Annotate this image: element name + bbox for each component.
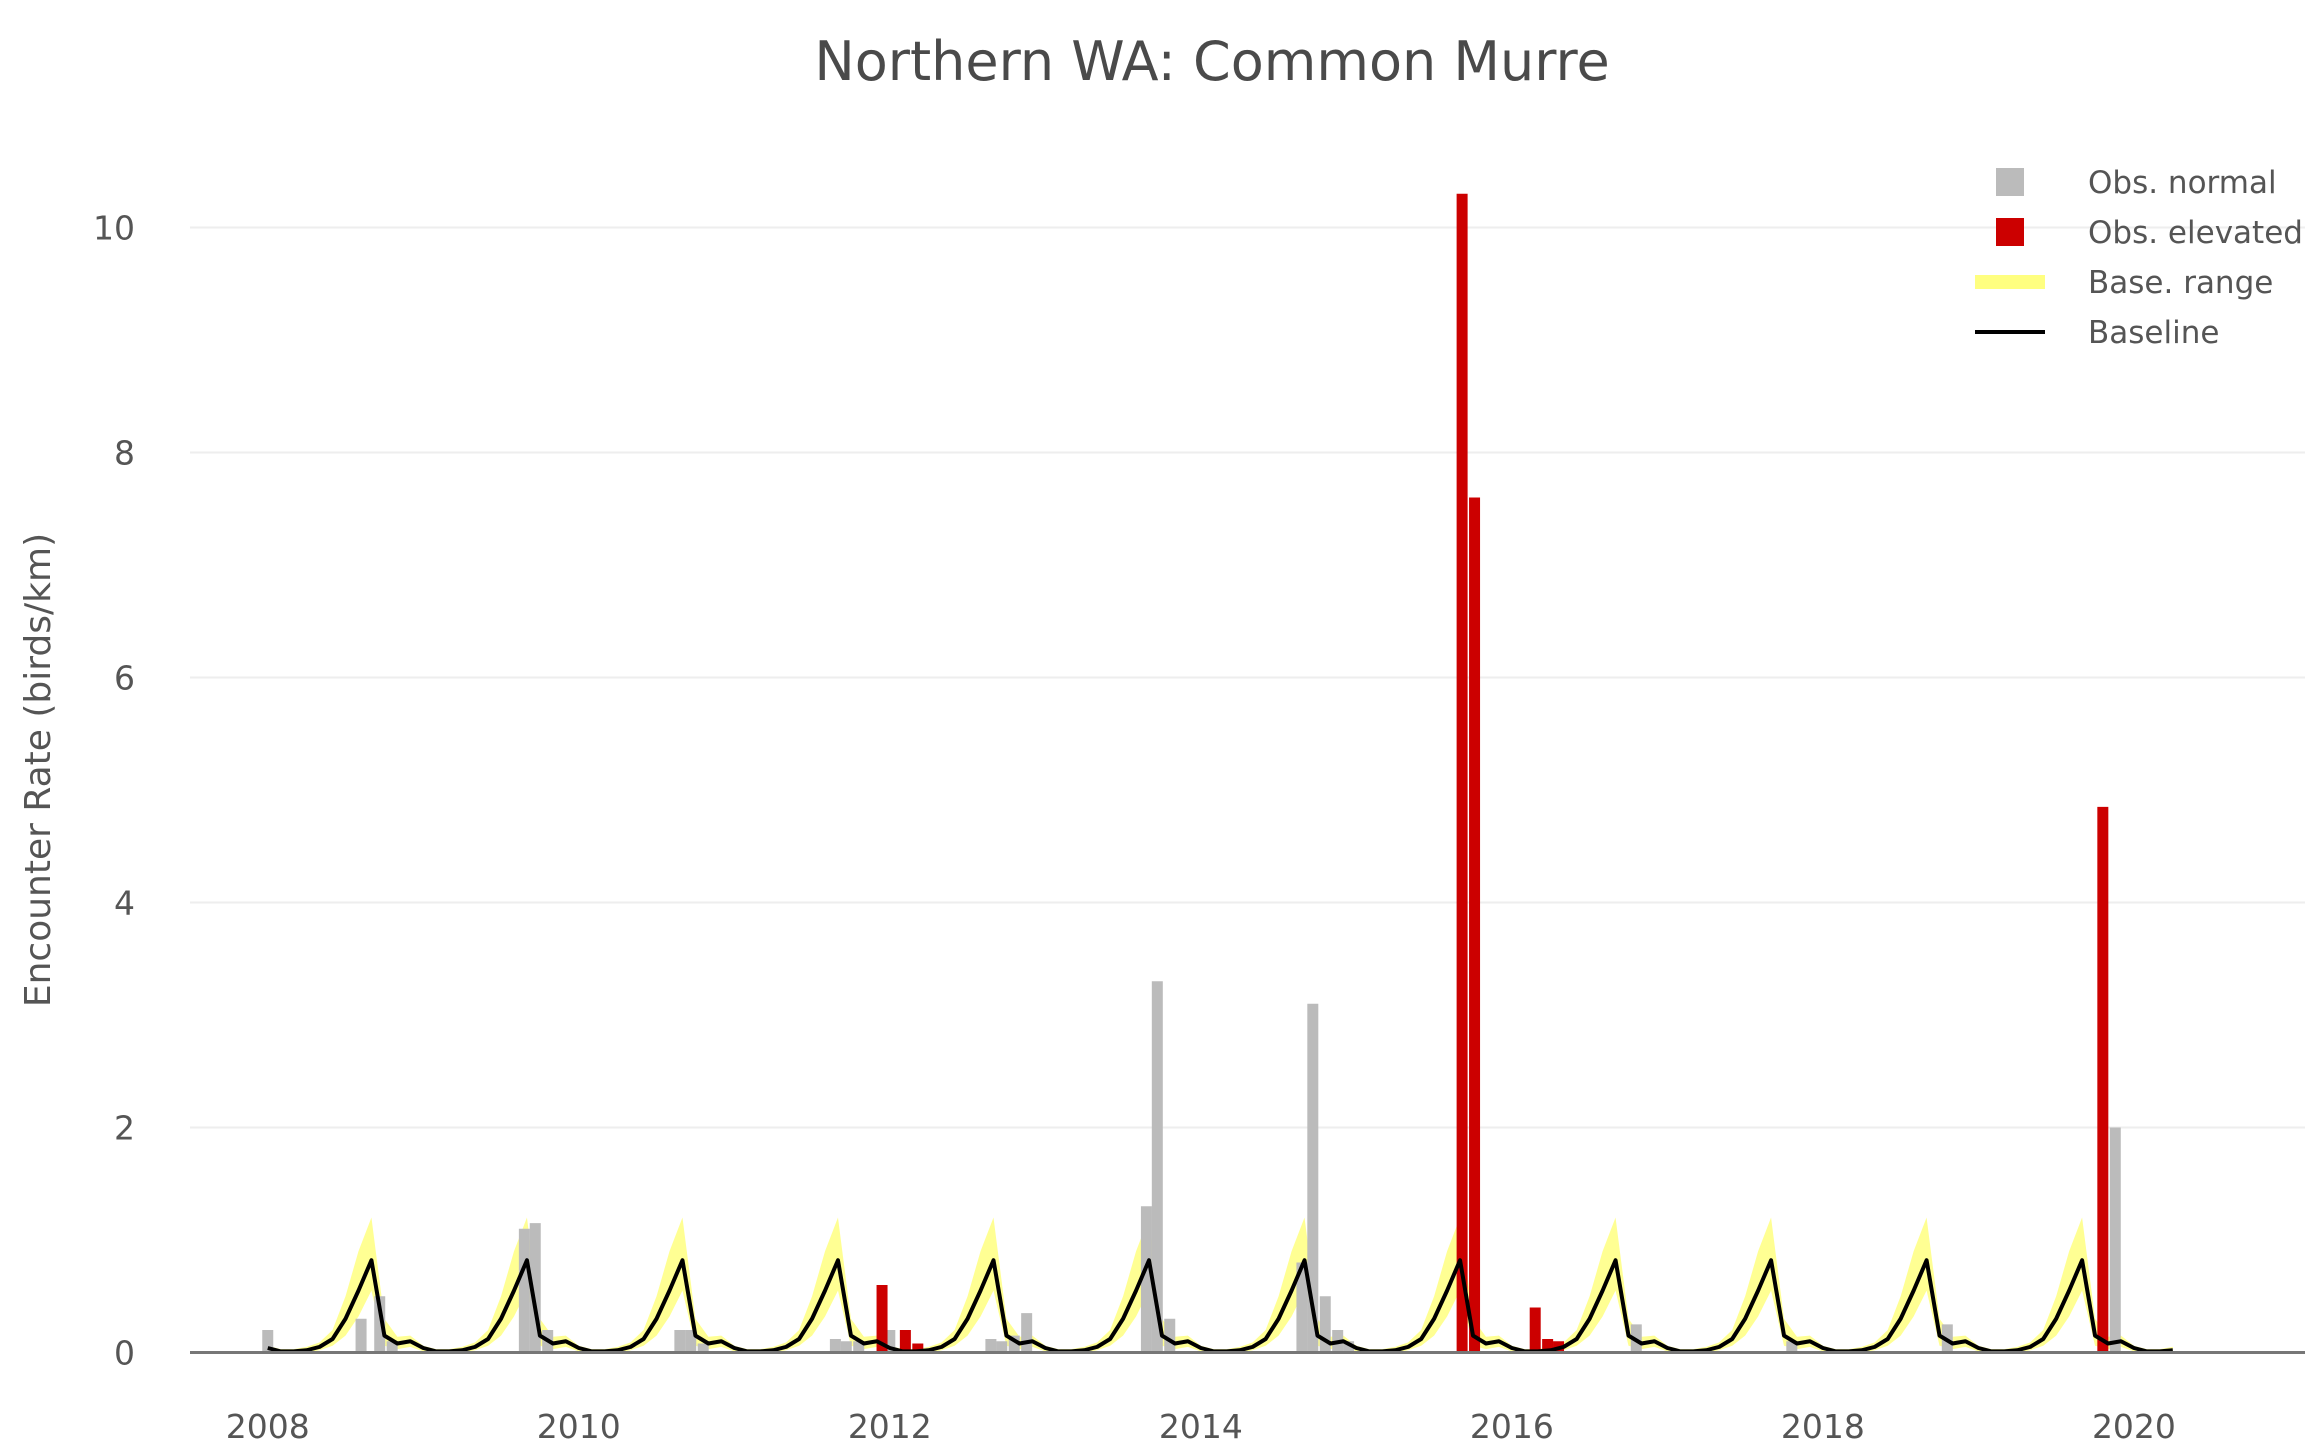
legend: Obs. normal Obs. elevated Base. range Basel… bbox=[1975, 165, 2303, 351]
bar-normal bbox=[697, 1343, 709, 1353]
bar-normal bbox=[884, 1330, 896, 1353]
bar-normal bbox=[985, 1339, 997, 1353]
x-tick-label: 2016 bbox=[1470, 1407, 1554, 1446]
observation-bars bbox=[262, 193, 2121, 1353]
bar-normal bbox=[674, 1330, 686, 1353]
y-tick-labels: 0 2 4 6 8 10 bbox=[93, 209, 135, 1373]
bar-normal bbox=[2109, 1127, 2121, 1353]
bar-elevated bbox=[1529, 1307, 1541, 1353]
x-tick-label: 2014 bbox=[1159, 1407, 1243, 1446]
legend-label-elevated: Obs. elevated bbox=[2088, 215, 2303, 251]
x-tick-label: 2008 bbox=[226, 1407, 310, 1446]
y-tick-label: 0 bbox=[114, 1334, 135, 1373]
baseline-range-band bbox=[267, 1217, 2173, 1353]
x-tick-label: 2012 bbox=[848, 1407, 932, 1446]
bar-normal bbox=[1296, 1262, 1308, 1353]
bar-elevated bbox=[1456, 193, 1468, 1353]
bar-elevated bbox=[2097, 806, 2109, 1353]
bar-normal bbox=[1319, 1296, 1331, 1353]
y-tick-label: 4 bbox=[114, 884, 135, 923]
bar-normal bbox=[996, 1341, 1008, 1353]
gridlines bbox=[190, 226, 2305, 1129]
x-tick-labels: 2008 2010 2012 2014 2016 2018 2020 bbox=[226, 1407, 2176, 1446]
bar-normal bbox=[685, 1330, 697, 1353]
bar-normal bbox=[518, 1228, 530, 1353]
legend-label-baseline: Baseline bbox=[2088, 315, 2219, 351]
bar-normal bbox=[1343, 1341, 1355, 1353]
bar-elevated bbox=[912, 1343, 924, 1353]
baseline-range bbox=[267, 1217, 2173, 1353]
bar-normal bbox=[1786, 1341, 1798, 1353]
y-tick-label: 8 bbox=[114, 434, 135, 473]
bar-elevated bbox=[1542, 1339, 1554, 1353]
legend-swatch-elevated bbox=[1996, 218, 2024, 246]
y-tick-label: 2 bbox=[114, 1109, 135, 1148]
bar-elevated bbox=[1469, 497, 1481, 1353]
y-tick-label: 6 bbox=[114, 659, 135, 698]
bar-normal bbox=[262, 1330, 274, 1353]
y-tick-label: 10 bbox=[93, 209, 135, 248]
y-axis-label: Encounter Rate (birds/km) bbox=[18, 533, 59, 1007]
bar-normal bbox=[1307, 1003, 1319, 1353]
legend-label-normal: Obs. normal bbox=[2088, 165, 2277, 201]
x-tick-label: 2010 bbox=[537, 1407, 621, 1446]
legend-label-range: Base. range bbox=[2088, 265, 2273, 301]
bar-normal bbox=[840, 1341, 852, 1353]
chart-title: Northern WA: Common Murre bbox=[814, 30, 1609, 93]
x-tick-label: 2020 bbox=[2092, 1407, 2176, 1446]
legend-swatch-normal bbox=[1996, 168, 2024, 196]
bar-normal bbox=[853, 1341, 865, 1353]
bar-normal bbox=[355, 1318, 367, 1353]
bar-normal bbox=[1151, 981, 1163, 1353]
bar-elevated bbox=[876, 1285, 888, 1353]
bar-elevated bbox=[899, 1330, 911, 1353]
bar-normal bbox=[386, 1341, 398, 1353]
bar-normal bbox=[829, 1339, 841, 1353]
bar-normal bbox=[1164, 1318, 1176, 1353]
bar-normal bbox=[374, 1296, 386, 1353]
bar-normal bbox=[1021, 1313, 1033, 1353]
x-tick-label: 2018 bbox=[1781, 1407, 1865, 1446]
bar-normal bbox=[529, 1223, 541, 1353]
bar-normal bbox=[1008, 1335, 1020, 1353]
bar-normal bbox=[1140, 1206, 1152, 1353]
